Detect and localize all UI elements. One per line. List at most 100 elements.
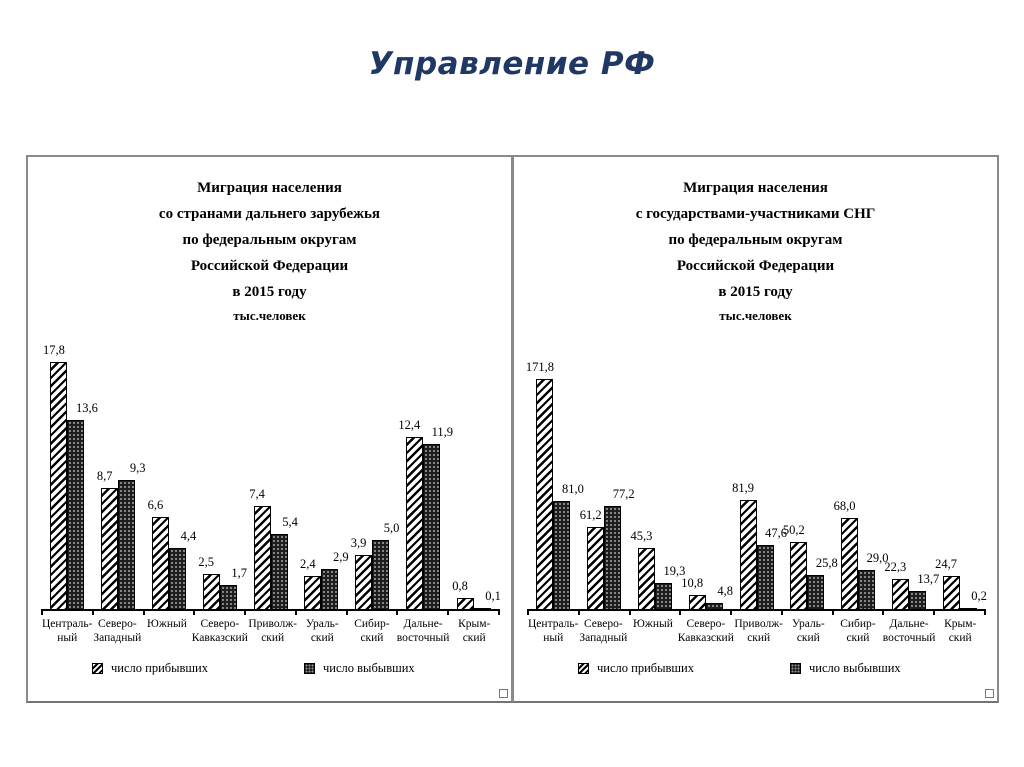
bar-value-label: 2,9 <box>332 550 349 564</box>
axis-tick <box>577 609 580 615</box>
bar-value-label: 4,8 <box>717 584 734 598</box>
axis-tick <box>447 609 450 615</box>
bar-departures <box>67 420 85 609</box>
x-axis-label-line: ский <box>261 632 285 644</box>
x-axis-label-line: восточный <box>396 632 450 644</box>
bar-departures <box>219 585 237 609</box>
bar-departures <box>959 608 977 609</box>
x-axis-category-label: Северо- Западный <box>579 617 629 645</box>
x-axis-label-line: ский <box>462 632 486 644</box>
chart-legend: число прибывших число выбывших <box>28 661 511 676</box>
resize-handle <box>499 689 508 698</box>
bar-arrivals <box>739 500 757 609</box>
legend-label: число прибывших <box>111 661 208 675</box>
legend-item-departures: число выбывших <box>790 661 901 676</box>
bar-value-label: 11,9 <box>431 425 454 439</box>
resize-handle <box>985 689 994 698</box>
bar-arrivals <box>637 548 655 609</box>
x-axis-label-line: Дальне- <box>403 618 443 630</box>
x-axis-label-line: Дальне- <box>889 618 929 630</box>
bar-departures <box>422 444 440 609</box>
chart-title: Миграция населения с государствами-участн… <box>514 175 997 327</box>
bar-departures <box>908 591 926 609</box>
axis-tick <box>882 609 885 615</box>
x-axis-category-label: Централь-ный <box>528 617 579 645</box>
x-axis-label-line: ный <box>57 632 78 644</box>
x-axis-label-line: Приволж- <box>248 618 298 630</box>
bar-value-label: 61,2 <box>579 508 602 522</box>
chart-title-line: со странами дальнего зарубежья <box>158 206 381 222</box>
bar-departures <box>756 545 774 609</box>
bar-departures <box>705 603 723 609</box>
page-title: Управление РФ <box>368 46 656 82</box>
legend-item-arrivals: число прибывших <box>578 661 694 676</box>
axis-tick <box>91 609 94 615</box>
x-axis-label-line: Кавказский <box>191 632 248 644</box>
x-axis-category-label: Ураль-ский <box>784 617 834 645</box>
x-axis-label-line: Централь- <box>528 618 579 630</box>
hatched-swatch-icon <box>578 663 589 674</box>
chart-title-line: Миграция населения <box>197 180 342 196</box>
bar-arrivals <box>253 506 271 609</box>
axis-tick <box>498 609 500 615</box>
bar-value-label: 2,4 <box>299 557 316 571</box>
bar-arrivals <box>688 595 706 609</box>
bar-value-label: 12,4 <box>398 418 421 432</box>
axis-tick <box>41 609 43 615</box>
x-axis-label-line: Южный <box>146 618 187 630</box>
bar-departures <box>270 534 288 609</box>
chart-title-line: Российской Федерации <box>676 258 835 274</box>
bar-value-label: 10,8 <box>681 576 704 590</box>
x-axis-label-line: Западный <box>579 632 628 644</box>
bar-value-label: 171,8 <box>525 360 554 374</box>
chart-legend: число прибывших число выбывших <box>514 661 997 676</box>
x-axis-category-label: Крым-ский <box>935 617 985 645</box>
bar-value-label: 13,7 <box>917 572 940 586</box>
x-axis-label-line: Северо- <box>583 618 623 630</box>
x-axis-category-label: Северо- Западный <box>93 617 143 645</box>
bar-value-label: 13,6 <box>75 401 98 415</box>
bar-value-label: 17,8 <box>42 343 65 357</box>
bar-value-label: 24,7 <box>935 557 958 571</box>
axis-tick <box>142 609 145 615</box>
bar-arrivals <box>151 517 169 609</box>
bar-arrivals <box>790 542 808 609</box>
x-axis-category-label: Дальне-восточный <box>883 617 936 645</box>
bar-value-label: 2,5 <box>198 555 215 569</box>
x-axis-label-line: ский <box>310 632 334 644</box>
bar-departures <box>654 583 672 609</box>
legend-item-departures: число выбывших <box>304 661 415 676</box>
charts-container: Миграция населения со странами дальнего з… <box>26 155 999 703</box>
bar-arrivals <box>536 379 554 609</box>
x-axis-label-line: Крым- <box>458 618 491 630</box>
x-axis-category-label: Крым-ский <box>449 617 499 645</box>
chart-title-line: Миграция населения <box>683 180 828 196</box>
bar-value-label: 3,9 <box>350 536 367 550</box>
axis-tick <box>730 609 733 615</box>
bar-value-label: 81,9 <box>732 481 754 495</box>
axis-tick <box>527 609 529 615</box>
bar-value-label: 0,8 <box>452 579 468 593</box>
bar-value-label: 45,3 <box>630 529 653 543</box>
x-axis-labels: Централь-ный Северо- Западный Южный Северо- К… <box>528 617 985 645</box>
x-axis-label-line: Крым- <box>944 618 977 630</box>
legend-label: число выбывших <box>323 661 415 675</box>
axis-tick <box>933 609 936 615</box>
dotted-swatch-icon <box>304 663 315 674</box>
x-axis-label-line: Кавказский <box>677 632 734 644</box>
x-axis-label-line: Северо- <box>686 618 726 630</box>
x-axis-label-line: ный <box>543 632 564 644</box>
axis-tick <box>244 609 247 615</box>
bar-value-label: 77,2 <box>612 487 635 501</box>
axis-tick <box>831 609 834 615</box>
x-axis-category-label: Ураль-ский <box>298 617 348 645</box>
chart-panel-far-abroad: Миграция населения со странами дальнего з… <box>26 155 513 703</box>
chart-title-line: с государствами-участниками СНГ <box>635 206 876 222</box>
bar-value-label: 25,8 <box>815 556 838 570</box>
bar-departures <box>858 570 876 609</box>
x-axis-label-line: ский <box>360 632 384 644</box>
x-axis-label-line: Северо- <box>97 618 137 630</box>
bar-arrivals <box>456 598 474 609</box>
bar-arrivals <box>101 488 119 609</box>
bar-value-label: 9,3 <box>129 461 146 475</box>
